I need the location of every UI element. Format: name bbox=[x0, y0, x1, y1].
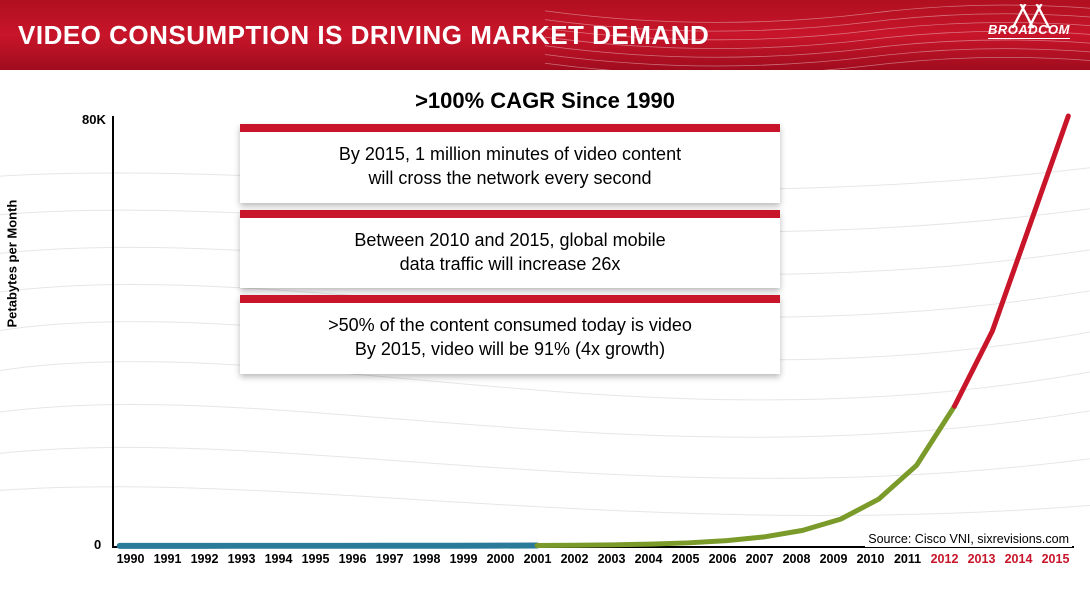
x-tick-label: 2004 bbox=[630, 552, 667, 566]
x-tick-label: 2003 bbox=[593, 552, 630, 566]
callout-box: By 2015, 1 million minutes of video cont… bbox=[240, 124, 780, 203]
logo-underline bbox=[988, 38, 1070, 39]
x-tick-label: 2005 bbox=[667, 552, 704, 566]
x-tick-label: 2000 bbox=[482, 552, 519, 566]
chart-title: >100% CAGR Since 1990 bbox=[0, 88, 1090, 114]
y-tick-min: 0 bbox=[94, 537, 101, 552]
chart-line-segment bbox=[537, 406, 954, 545]
x-tick-label: 1994 bbox=[260, 552, 297, 566]
callout-boxes: By 2015, 1 million minutes of video cont… bbox=[240, 124, 780, 374]
x-tick-label: 2007 bbox=[741, 552, 778, 566]
x-tick-label: 2009 bbox=[815, 552, 852, 566]
x-tick-label: 2011 bbox=[889, 552, 926, 566]
x-tick-label: 1990 bbox=[112, 552, 149, 566]
x-tick-label: 1999 bbox=[445, 552, 482, 566]
logo-text: BROADCOM bbox=[988, 22, 1070, 37]
callout-line: data traffic will increase 26x bbox=[400, 254, 621, 274]
y-tick-max: 80K bbox=[82, 112, 106, 127]
x-tick-label: 2013 bbox=[963, 552, 1000, 566]
broadcom-logo: ╱╲╱╲ BROADCOM bbox=[988, 12, 1070, 39]
source-citation: Source: Cisco VNI, sixrevisions.com bbox=[865, 531, 1072, 547]
x-tick-label: 2015 bbox=[1037, 552, 1074, 566]
chart-area: >100% CAGR Since 1990 Petabytes per Mont… bbox=[0, 70, 1090, 591]
x-tick-label: 2001 bbox=[519, 552, 556, 566]
x-tick-label: 1992 bbox=[186, 552, 223, 566]
callout-line: >50% of the content consumed today is vi… bbox=[328, 315, 692, 335]
x-tick-label: 2006 bbox=[704, 552, 741, 566]
x-tick-label: 1998 bbox=[408, 552, 445, 566]
x-tick-label: 1993 bbox=[223, 552, 260, 566]
x-tick-label: 2012 bbox=[926, 552, 963, 566]
callout-line: Between 2010 and 2015, global mobile bbox=[354, 230, 665, 250]
x-tick-label: 2008 bbox=[778, 552, 815, 566]
callout-line: By 2015, 1 million minutes of video cont… bbox=[339, 144, 681, 164]
x-tick-label: 1997 bbox=[371, 552, 408, 566]
header: VIDEO CONSUMPTION IS DRIVING MARKET DEMA… bbox=[0, 0, 1090, 70]
page-title: VIDEO CONSUMPTION IS DRIVING MARKET DEMA… bbox=[18, 20, 709, 51]
y-axis-label: Petabytes per Month bbox=[5, 200, 20, 328]
x-tick-label: 1996 bbox=[334, 552, 371, 566]
chart-line-segment bbox=[954, 116, 1068, 406]
callout-box: >50% of the content consumed today is vi… bbox=[240, 295, 780, 374]
x-tick-label: 1991 bbox=[149, 552, 186, 566]
callout-line: By 2015, video will be 91% (4x growth) bbox=[355, 339, 665, 359]
callout-line: will cross the network every second bbox=[368, 168, 651, 188]
x-tick-label: 1995 bbox=[297, 552, 334, 566]
x-tick-label: 2014 bbox=[1000, 552, 1037, 566]
logo-pulse-icon: ╱╲╱╲ bbox=[988, 12, 1070, 22]
callout-box: Between 2010 and 2015, global mobile dat… bbox=[240, 210, 780, 289]
x-tick-label: 2002 bbox=[556, 552, 593, 566]
x-tick-label: 2010 bbox=[852, 552, 889, 566]
x-axis-labels: 1990199119921993199419951996199719981999… bbox=[112, 552, 1074, 566]
